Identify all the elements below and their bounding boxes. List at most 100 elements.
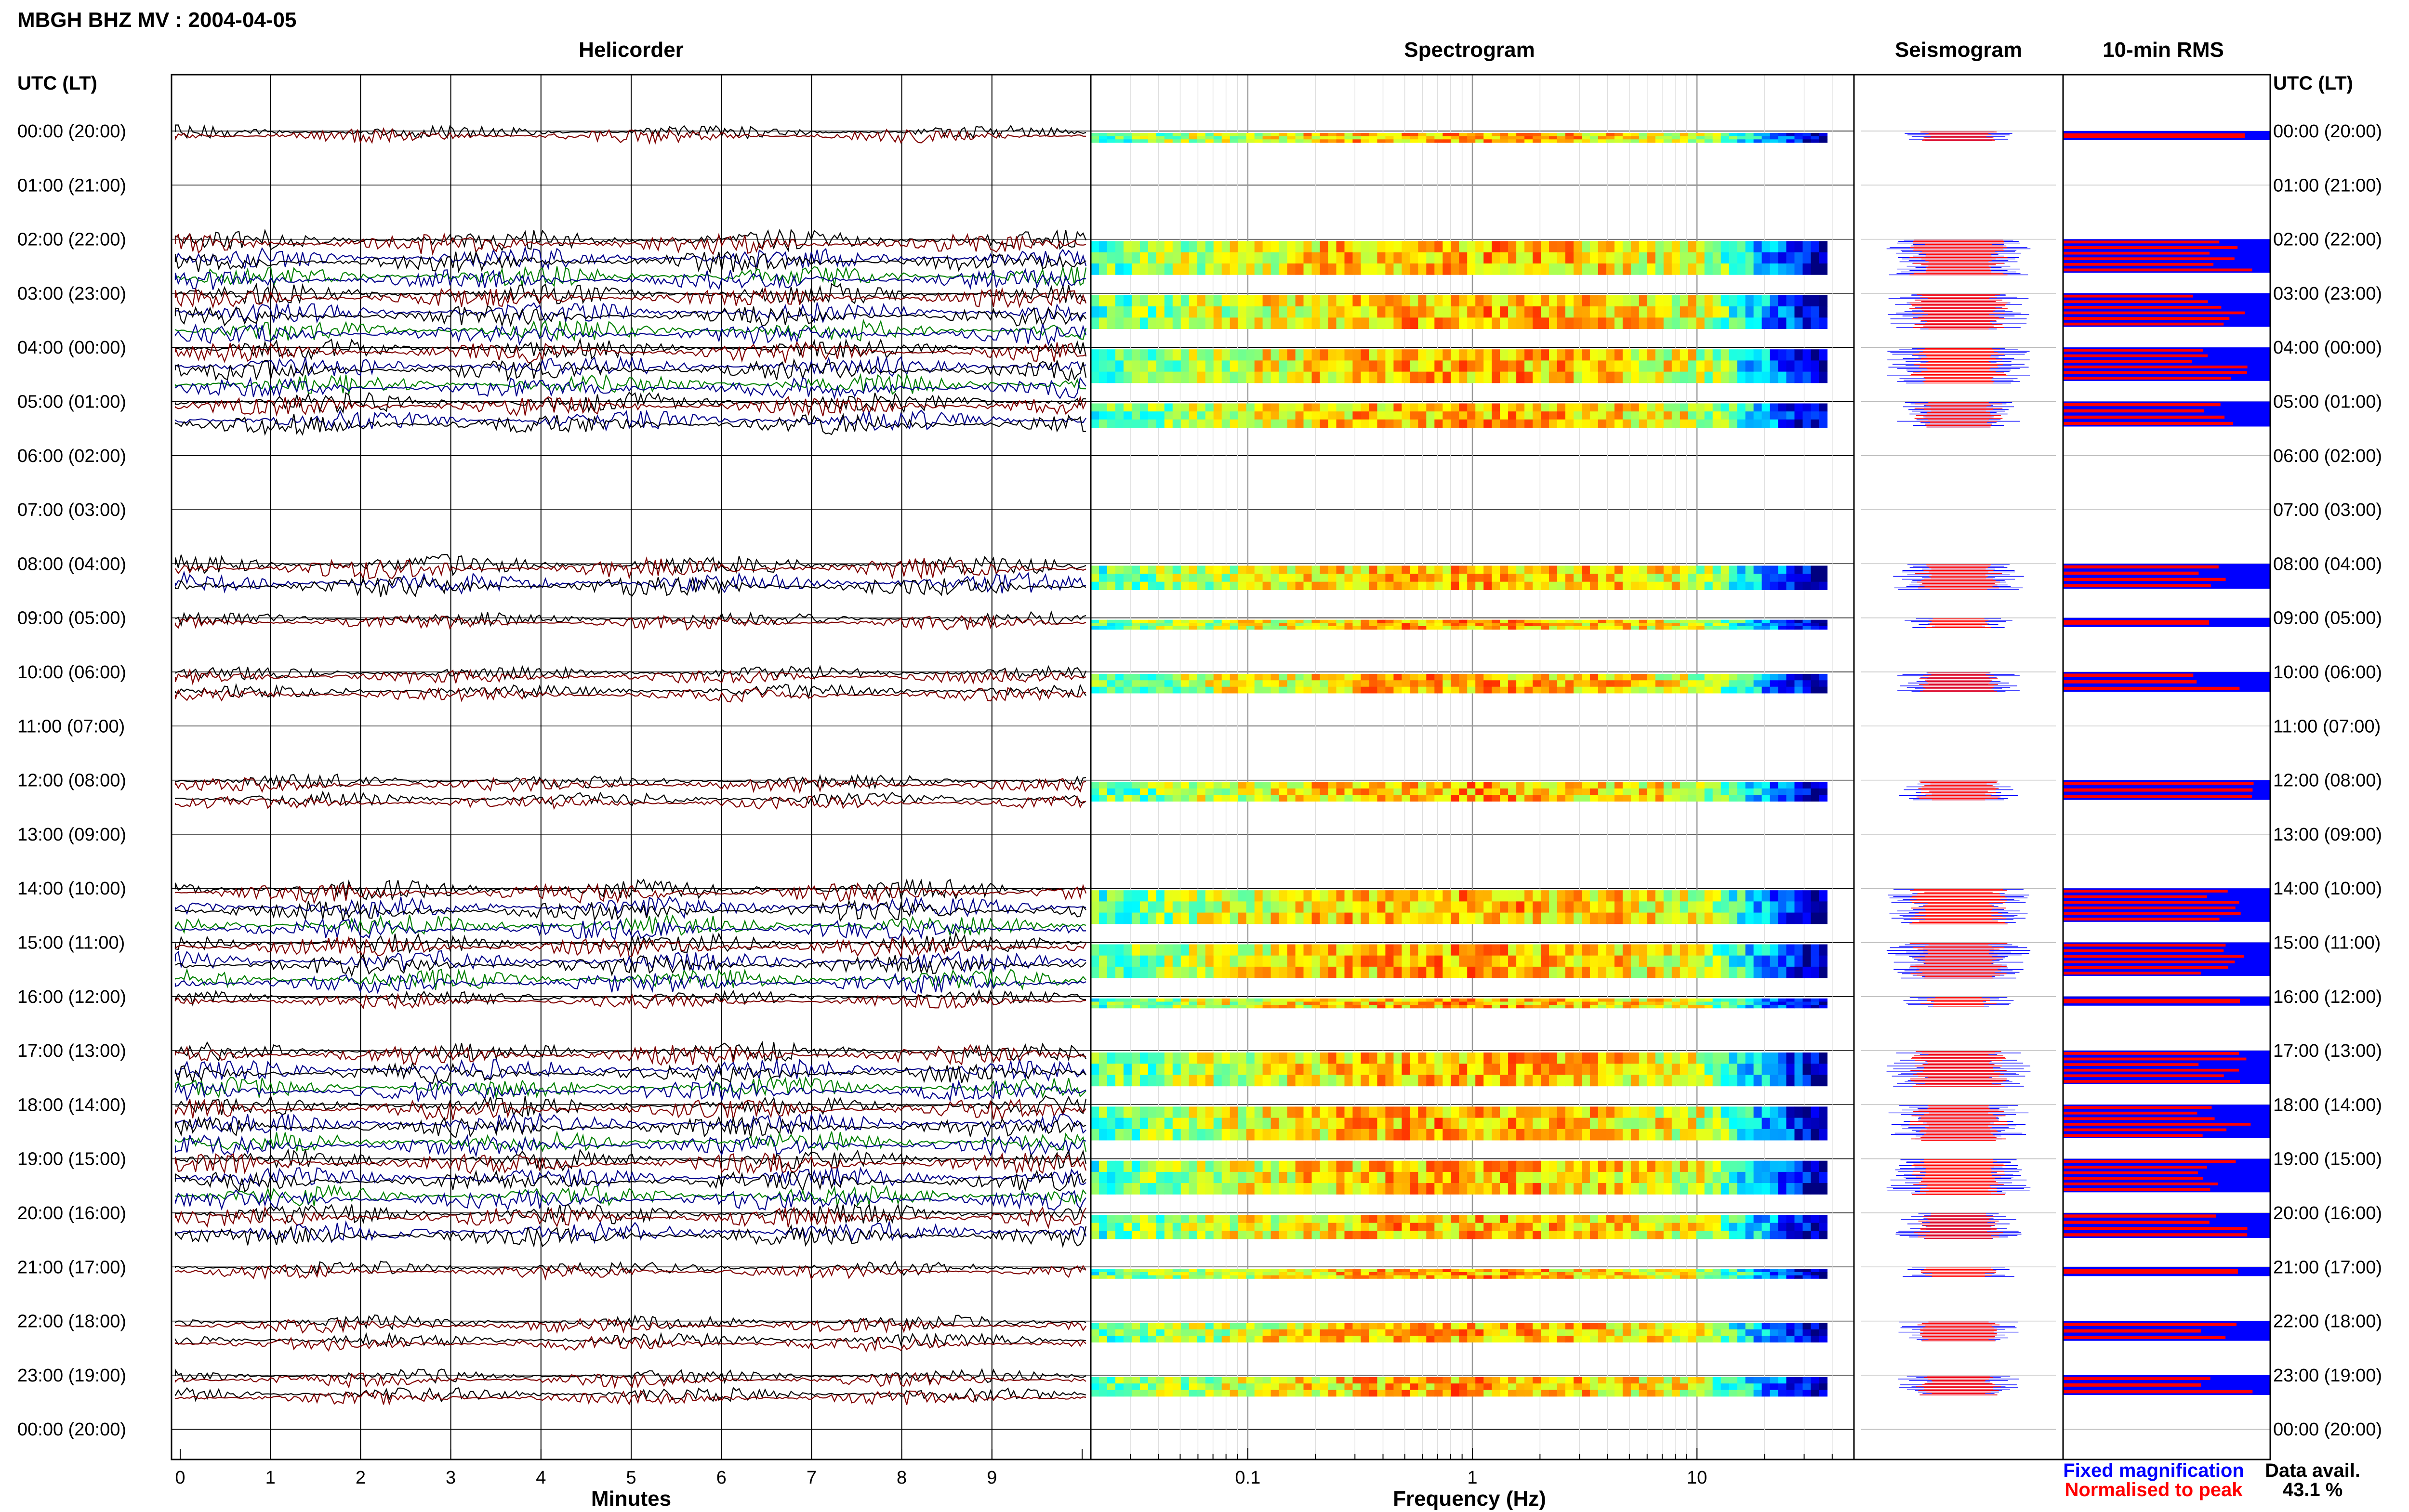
spectrogram-cell (1639, 619, 1648, 623)
spectrogram-cell (1451, 912, 1459, 924)
spectrogram-cell (1287, 1118, 1296, 1130)
spectrogram-cell (1295, 1005, 1304, 1009)
spectrogram-cell (1688, 1075, 1697, 1087)
spectrogram-cell (1180, 1336, 1190, 1343)
spectrogram-cell (1786, 411, 1795, 420)
spectrogram-cell (1696, 574, 1705, 582)
spectrogram-cell (1164, 998, 1173, 1002)
spectrogram-cell (1352, 241, 1361, 253)
spectrogram-cell (1451, 782, 1459, 789)
spectrogram-cell (1148, 411, 1157, 420)
spectrogram-cell (1589, 674, 1599, 681)
spectrogram-cell (1761, 623, 1771, 627)
helicorder-trace (174, 576, 1086, 597)
spectrogram-cell (1426, 1129, 1435, 1141)
spectrogram-cell (1557, 317, 1566, 329)
spectrogram-cell (1246, 782, 1255, 789)
spectrogram-cell (1443, 1329, 1451, 1336)
spectrogram-cell (1197, 1171, 1206, 1183)
spectrogram-cell (1655, 1215, 1664, 1223)
spectrogram-cell (1811, 1275, 1820, 1279)
spectrogram-cell (1369, 966, 1377, 978)
spectrogram-cell (1582, 1323, 1590, 1330)
spectrogram-cell (1443, 1223, 1451, 1231)
spectrogram-cell (1500, 680, 1509, 687)
spectrogram-cell (1557, 944, 1566, 956)
spectrogram-cell (1262, 1075, 1271, 1087)
spectrogram-cell (1565, 1336, 1574, 1343)
spectrogram-cell (1647, 1223, 1656, 1231)
spectrogram-cell (1246, 1171, 1255, 1183)
spectrogram-cell (1557, 1064, 1566, 1075)
spectrogram-cell (1426, 1323, 1435, 1330)
spectrogram-cell (1721, 1118, 1730, 1130)
spectrogram-cell (1451, 890, 1459, 902)
spectrogram-cell (1443, 349, 1451, 361)
spectrogram-cell (1459, 623, 1468, 627)
helicorder-trace (174, 1058, 1086, 1082)
spectrogram-cell (1238, 1064, 1247, 1075)
spectrogram-cell (1164, 1269, 1173, 1273)
spectrogram-cell (1696, 901, 1705, 913)
spectrogram-cell (1418, 1272, 1427, 1276)
spectrogram-cell (1688, 1223, 1697, 1231)
spectrogram-cell (1377, 998, 1386, 1002)
spectrogram-cell (1802, 1223, 1812, 1231)
spectrogram-cell (1802, 782, 1812, 789)
spectrogram-cell (1180, 1106, 1190, 1118)
spectrogram-cell (1721, 782, 1730, 789)
spectrogram-cell (1574, 1329, 1582, 1336)
helicorder-trace (174, 1170, 1086, 1193)
spectrogram-cell (1582, 1118, 1590, 1130)
helicorder-trace (174, 1264, 1086, 1281)
spectrogram-cell (1483, 295, 1492, 307)
spectrogram-cell (1123, 1269, 1132, 1273)
spectrogram-cell (1811, 1272, 1820, 1276)
spectrogram-cell (1459, 403, 1468, 412)
spectrogram-cell (1099, 680, 1108, 687)
spectrogram-cell (1189, 581, 1198, 590)
spectrogram-cell (1238, 1223, 1247, 1231)
spectrogram-cell (1254, 998, 1263, 1002)
spectrogram-cell (1426, 565, 1435, 574)
spectrogram-cell (1279, 788, 1288, 795)
spectrogram-cell (1361, 360, 1369, 372)
spectrogram-cell (1402, 944, 1410, 956)
spectrogram-cell (1622, 371, 1631, 383)
spectrogram-cell (1500, 419, 1509, 428)
spectrogram-band (1091, 944, 1828, 978)
spectrogram-cell (1344, 133, 1353, 137)
spectrogram-cell (1574, 306, 1582, 318)
spectrogram-cell (1385, 371, 1394, 383)
spectrogram-cell (1786, 1052, 1795, 1064)
spectrogram-cell (1172, 1052, 1181, 1064)
spectrogram-cell (1671, 295, 1681, 307)
spectrogram-cell (1115, 966, 1124, 978)
spectrogram-cell (1385, 1269, 1394, 1273)
spectrogram-cell (1622, 890, 1631, 902)
spectrogram-cell (1770, 1223, 1779, 1231)
spectrogram-cell (1589, 403, 1599, 412)
spectrogram-cell (1770, 674, 1779, 681)
spectrogram-cell (1622, 306, 1631, 318)
spectrogram-cell (1459, 574, 1468, 582)
spectrogram-cell (1107, 795, 1116, 802)
spectrogram-cell (1377, 782, 1386, 789)
spectrogram-cell (1320, 1272, 1329, 1276)
spectrogram-cell (1729, 1223, 1738, 1231)
spectrogram-cell (1426, 674, 1435, 681)
spectrogram-cell (1721, 1160, 1730, 1172)
spectrogram-cell (1819, 890, 1828, 902)
spectrogram-cell (1434, 317, 1443, 329)
spectrogram-cell (1123, 955, 1132, 967)
spectrogram-cell (1148, 1005, 1157, 1009)
spectrogram-cell (1156, 349, 1165, 361)
spectrogram-cell (1172, 139, 1181, 143)
spectrogram-cell (1344, 686, 1353, 694)
spectrogram-cell (1369, 912, 1377, 924)
spectrogram-cell (1172, 1323, 1181, 1330)
spectrogram-cell (1819, 1118, 1828, 1130)
spectrogram-cell (1393, 565, 1402, 574)
spectrogram-cell (1614, 139, 1623, 143)
spectrogram-cell (1123, 581, 1132, 590)
